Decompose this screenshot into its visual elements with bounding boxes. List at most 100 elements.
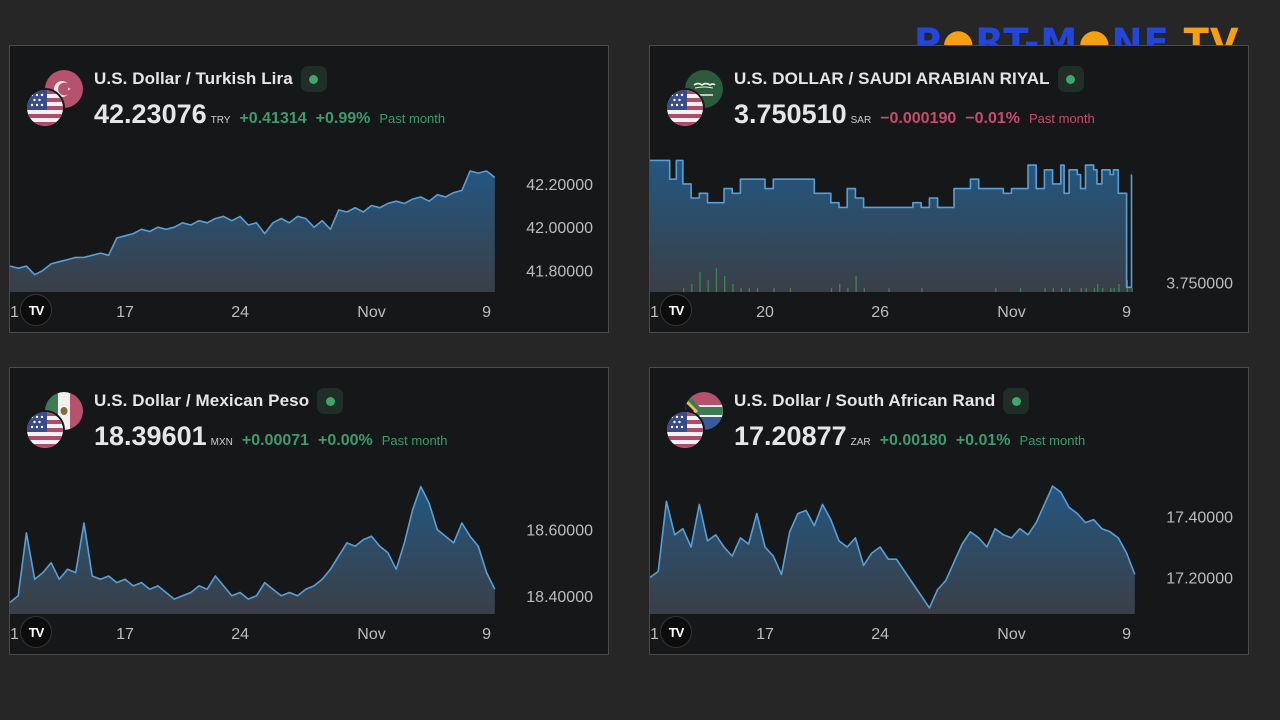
price-change-percent: +0.99% [315,110,371,127]
x-tick-label: 1 [650,626,659,643]
live-dot-icon [325,396,335,406]
us-flag-icon [665,410,705,450]
volume-bar [1131,288,1133,292]
currency-code: MXN [210,437,233,448]
volume-bar [839,284,841,292]
live-status-badge [1057,66,1084,92]
x-tick-label: Nov [997,626,1025,643]
price-change: −0.000190 [880,110,957,127]
volume-bar [1085,288,1087,292]
live-status-badge [1003,388,1030,414]
volume-bar [888,288,890,292]
price-change: +0.41314 [239,110,307,127]
volume-bar [847,288,849,292]
live-status-badge [317,388,344,414]
volume-bar [756,288,759,292]
x-tick-label: 9 [1122,626,1131,643]
tradingview-logo-icon[interactable]: TV [20,294,52,326]
usd-mxn-chart: 18.60000 18.40000 1 17 24 Nov 9 [10,485,593,643]
y-tick-label: 42.00000 [526,220,593,237]
x-tick-label: 17 [116,626,134,643]
tradingview-logo-icon[interactable]: TV [660,294,692,326]
volume-bar [773,288,775,292]
volume-bar [724,276,726,292]
x-tick-label: 24 [231,626,249,643]
price-value: 42.23076 [94,99,207,129]
tradingview-logo-icon[interactable]: TV [20,616,52,648]
volume-bar [1113,288,1115,292]
usd-sar-widget[interactable]: 3.750000 1 20 26 Nov 9 U.S. DOLLAR / SAUDI AR… [649,45,1249,333]
x-tick-label: Nov [357,304,385,321]
x-tick-label: 1 [10,626,19,643]
usd-try-flags [25,68,85,128]
live-dot-icon [1011,396,1021,406]
period-label: Past month [381,433,448,448]
volume-bar [691,284,693,292]
widget-title[interactable]: U.S. Dollar / Turkish Lira [94,69,293,88]
y-tick-label: 41.80000 [526,263,593,280]
price-change: +0.00071 [241,432,310,449]
volume-bar [707,280,709,292]
usd-try-widget[interactable]: 42.20000 42.00000 41.80000 1 17 24 Nov 9 U.S. D… [9,45,609,333]
x-tick-label: 24 [231,304,249,321]
volume-bar [830,288,833,292]
tradingview-logo-icon[interactable]: TV [660,616,692,648]
price-change-percent: +0.01% [955,432,1011,449]
x-tick-label: 17 [756,626,774,643]
volume-bar [682,288,685,292]
widget-title[interactable]: U.S. Dollar / Mexican Peso [94,391,310,410]
price-change-percent: −0.01% [965,110,1020,127]
price-value: 3.750510 [734,99,847,129]
price-value: 17.20877 [734,421,847,451]
usd-mxn-flags [25,390,85,450]
x-tick-label: 20 [756,304,774,321]
series-line [650,485,1136,609]
series-line [10,170,496,276]
volume-bar [1093,288,1096,292]
period-label: Past month [379,111,446,126]
volume-bar [855,276,857,292]
volume-bar [1097,284,1099,292]
x-tick-label: 9 [1122,304,1131,321]
y-tick-label: 18.40000 [526,589,593,606]
volume-bar [789,288,792,292]
x-tick-label: Nov [357,626,385,643]
area-fill [10,486,495,614]
usd-mxn-widget[interactable]: 18.60000 18.40000 1 17 24 Nov 9 U.S. Dollar / … [9,367,609,655]
volume-bar [1060,288,1063,292]
price-change-percent: +0.00% [318,432,373,449]
y-tick-label: 17.40000 [1166,510,1233,527]
live-dot-icon [309,74,319,84]
currency-code: TRY [210,115,231,126]
volume-bar [1110,288,1112,292]
us-flag-icon [25,88,65,128]
area-fill [650,160,1132,292]
widget-title[interactable]: U.S. DOLLAR / SAUDI ARABIAN RIYAL [734,69,1050,88]
usd-sar-chart: 3.750000 1 20 26 Nov 9 [650,159,1233,321]
x-tick-label: 26 [871,304,889,321]
currency-code: SAR [850,115,872,126]
volume-bar [699,272,701,292]
usd-zar-widget[interactable]: 17.40000 17.20000 1 17 24 Nov 9 U.S. Dollar / … [649,367,1249,655]
widget-title[interactable]: U.S. Dollar / South African Rand [734,391,996,410]
volume-bar [1069,288,1071,292]
volume-bar [1052,288,1054,292]
volume-bar [1019,288,1022,292]
volume-bar [732,284,734,292]
y-tick-label: 42.20000 [526,177,593,194]
usd-sar-flags [665,68,725,128]
live-status-badge [300,66,327,92]
series-line [10,485,496,604]
x-tick-label: 24 [871,626,889,643]
volume-bar [740,288,742,292]
live-dot-icon [1066,74,1076,84]
volume-bar [1044,288,1046,292]
volume-bar [1101,288,1104,292]
period-label: Past month [1028,111,1095,126]
volume-bar [715,268,718,292]
volume-bar [995,288,997,292]
currency-code: ZAR [850,437,871,448]
x-tick-label: 9 [482,626,491,643]
us-flag-icon [665,88,705,128]
series-line [650,159,1133,289]
